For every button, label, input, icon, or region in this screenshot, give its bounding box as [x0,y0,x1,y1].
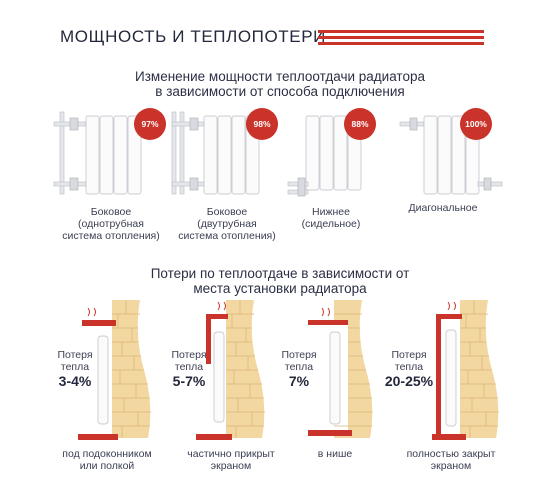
loss-value-partial-screen: 5-7% [172,373,206,389]
section2-title-line1: Потери по теплоотдаче в зависимости от [150,266,410,281]
section1-title-line1: Изменение мощности теплоотдачи радиатора [135,69,425,84]
loss-value-under-sill: 3-4% [58,373,92,389]
caption-full-screen: полностью закрыт экраном [406,448,496,472]
loss-label-niche: Потеря тепла [281,349,317,373]
title-stripes-decoration [318,30,484,46]
caption-partial-screen: частично прикрыт экраном [187,448,275,472]
loss-value-full-screen: 20-25% [384,373,434,389]
caption-diagonal: Диагональное [408,202,478,214]
loss-value-niche: 7% [288,373,310,389]
caption-bottom: Нижнее (сидельное) [301,206,361,230]
wall-scene-niche [308,300,373,438]
wall-scene-under-sill [78,300,151,440]
power-badge-bottom: 88% [344,108,376,140]
caption-niche: в нише [317,448,353,460]
power-badge-side-two-pipe: 98% [246,108,278,140]
power-badge-diagonal: 100% [460,108,492,140]
power-badge-side-single: 97% [134,108,166,140]
caption-side-two-pipe: Боковое (двутрубная система отопления) [178,206,276,242]
caption-under-sill: под подоконником или полкой [62,448,152,472]
loss-label-partial-screen: Потеря тепла [171,349,207,373]
loss-label-under-sill: Потеря тепла [57,349,93,373]
section2-title-line2: места установки радиатора [193,281,367,296]
wall-scene-full-screen [432,300,499,440]
section1-title-line2: в зависимости от способа подключения [155,84,405,99]
page-title: МОЩНОСТЬ И ТЕПЛОПОТЕРИ [60,27,326,46]
radiator-bottom-diagram [287,115,362,197]
radiator-side-single-pipe-diagram [53,111,142,195]
loss-label-full-screen: Потеря тепла [391,349,427,373]
caption-side-single: Боковое (однотрубная система отопления) [62,206,160,242]
radiator-side-two-pipe-diagram [171,111,260,195]
wall-scene-partial-screen [196,300,265,440]
